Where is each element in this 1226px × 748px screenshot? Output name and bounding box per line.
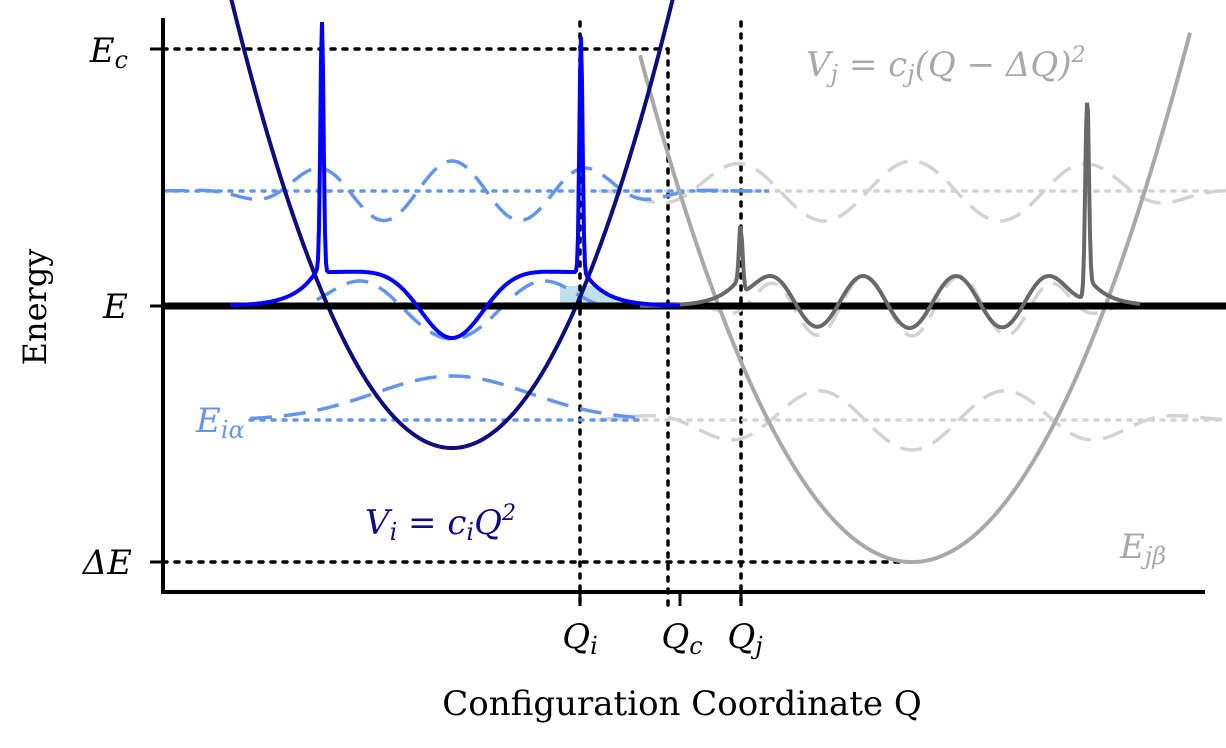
x-tick-label-qj: Qj (727, 617, 763, 660)
wavefunction-i-upper (163, 159, 769, 223)
density-curve-i (230, 21, 681, 340)
y-tick-label-delta-e: ΔE (81, 543, 133, 583)
label-e-i-alpha: Eiα (195, 401, 245, 444)
label-vj: Vj = cj(Q − ΔQ)2 (806, 43, 1086, 88)
label-e-j-beta: Ejβ (1119, 527, 1166, 570)
wavefunction-j-upper (599, 159, 1226, 223)
wavefunction-j-middle (699, 274, 1121, 338)
x-axis-title: Configuration Coordinate Q (442, 684, 921, 724)
x-tick-label-qi: Qi (562, 617, 598, 660)
y-axis-title: Energy (16, 249, 54, 366)
x-tick-label-qc: Qc (661, 617, 702, 660)
potential-curve-i (229, 0, 675, 450)
density-curve-j (640, 102, 1141, 330)
overlap-fill-region (560, 286, 741, 306)
wavefunction-j-lower (599, 389, 1226, 452)
y-tick-label-ec: Ec (89, 31, 128, 74)
potential-curve-j (638, 32, 1192, 564)
y-tick-label-e: E (102, 287, 128, 327)
label-vi: Vi = ciQ2 (365, 501, 516, 546)
